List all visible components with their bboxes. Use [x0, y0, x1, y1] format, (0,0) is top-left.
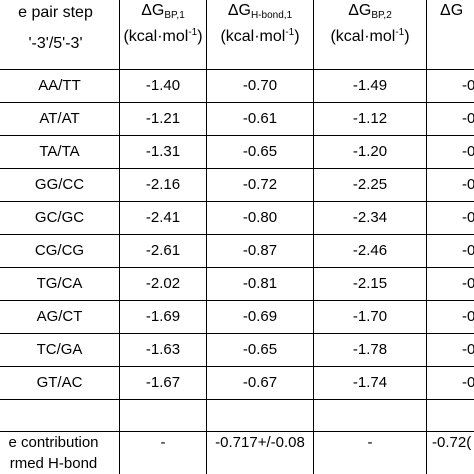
dg-hbond1-cell: -0.65 [242, 143, 278, 160]
dg-bp1-cell: -2.41 [145, 209, 181, 226]
table-rule [0, 201, 474, 202]
col4-cell: -0 [462, 275, 474, 292]
header-step-line1: e pair step [18, 4, 93, 21]
table-rule [0, 399, 474, 400]
col4-cell: -0 [462, 374, 474, 391]
table-rule [0, 102, 474, 103]
col4-cell: -0 [462, 77, 474, 94]
col4-cell: -0 [462, 143, 474, 160]
dg-bp2-cell: -1.20 [352, 143, 388, 160]
header-dg-hbond1: ΔGH-bond,1 [227, 2, 293, 21]
step-cell: AA/TT [38, 77, 81, 94]
dg-bp1-cell: -1.21 [145, 110, 181, 127]
table-rule [0, 234, 474, 235]
col4-cell: -0 [462, 110, 474, 127]
table-rule [0, 168, 474, 169]
step-cell: GC/GC [34, 209, 85, 226]
dg-hbond1-cell: -0.87 [242, 242, 278, 259]
dg-bp2-cell: -1.74 [352, 374, 388, 391]
dg-bp1-cell: -2.61 [145, 242, 181, 259]
table-rule [0, 267, 474, 268]
footer-dg-bp2: - [367, 434, 373, 451]
dg-hbond1-cell: -0.69 [242, 308, 278, 325]
header-unit-2: (kcal·mol-1) [220, 27, 300, 45]
dg-bp2-cell: -1.12 [352, 110, 388, 127]
table-column-divider [426, 0, 427, 474]
table-column-divider [119, 0, 120, 474]
header-dg-bp2: ΔGBP,2 [348, 2, 392, 21]
table-column-divider [313, 0, 314, 474]
dg-bp2-cell: -1.78 [352, 341, 388, 358]
table-rule-header [0, 69, 474, 70]
table-rule [0, 431, 474, 432]
dg-hbond1-cell: -0.72 [242, 176, 278, 193]
dg-bp2-cell: -2.34 [352, 209, 388, 226]
dg-hbond1-cell: -0.70 [242, 77, 278, 94]
table-column-divider [206, 0, 207, 474]
dg-bp1-cell: -2.16 [145, 176, 181, 193]
dg-hbond1-cell: -0.81 [242, 275, 278, 292]
header-unit-3: (kcal·mol-1) [330, 27, 410, 45]
header-unit-1: (kcal·mol-1) [123, 27, 203, 45]
footer-dg-hbond1: -0.717+/-0.08 [215, 434, 305, 451]
dg-bp2-cell: -1.70 [352, 308, 388, 325]
dg-hbond1-cell: -0.65 [242, 341, 278, 358]
table-rule [0, 300, 474, 301]
col4-cell: -0 [462, 242, 474, 259]
dg-bp1-cell: -1.31 [145, 143, 181, 160]
header-dg-bp1: ΔGBP,1 [141, 2, 185, 21]
step-cell: GT/AC [36, 374, 83, 391]
footer-label-line2: rmed H-bond [9, 455, 98, 472]
col4-cell: -0 [462, 341, 474, 358]
step-cell: AT/AT [39, 110, 80, 127]
footer-dg-bp1: - [160, 434, 166, 451]
col4-cell: -0 [462, 176, 474, 193]
dg-hbond1-cell: -0.67 [242, 374, 278, 391]
col4-cell: -0 [462, 209, 474, 226]
dg-bp2-cell: -2.15 [352, 275, 388, 292]
table-rule [0, 135, 474, 136]
dg-bp2-cell: -2.25 [352, 176, 388, 193]
step-cell: CG/CG [34, 242, 85, 259]
footer-label-line1: e contribution [8, 434, 99, 451]
step-cell: TA/TA [39, 143, 80, 160]
dg-bp1-cell: -1.63 [145, 341, 181, 358]
dg-bp2-cell: -1.49 [352, 77, 388, 94]
dg-bp1-cell: -1.69 [145, 308, 181, 325]
step-cell: TC/GA [36, 341, 83, 358]
step-cell: AG/CT [36, 308, 83, 325]
table-rule [0, 366, 474, 367]
step-cell: GG/CC [34, 176, 85, 193]
dg-bp1-cell: -1.67 [145, 374, 181, 391]
dg-bp1-cell: -1.40 [145, 77, 181, 94]
header-step-line2: '-3'/5'-3' [28, 35, 83, 52]
dg-hbond1-cell: -0.61 [242, 110, 278, 127]
footer-col4: -0.72( [432, 434, 472, 451]
dg-bp1-cell: -2.02 [145, 275, 181, 292]
step-cell: TG/CA [36, 275, 83, 292]
dg-bp2-cell: -2.46 [352, 242, 388, 259]
dg-hbond1-cell: -0.80 [242, 209, 278, 226]
table-rule [0, 333, 474, 334]
header-dg-col4: ΔG [440, 2, 464, 19]
col4-cell: -0 [462, 308, 474, 325]
